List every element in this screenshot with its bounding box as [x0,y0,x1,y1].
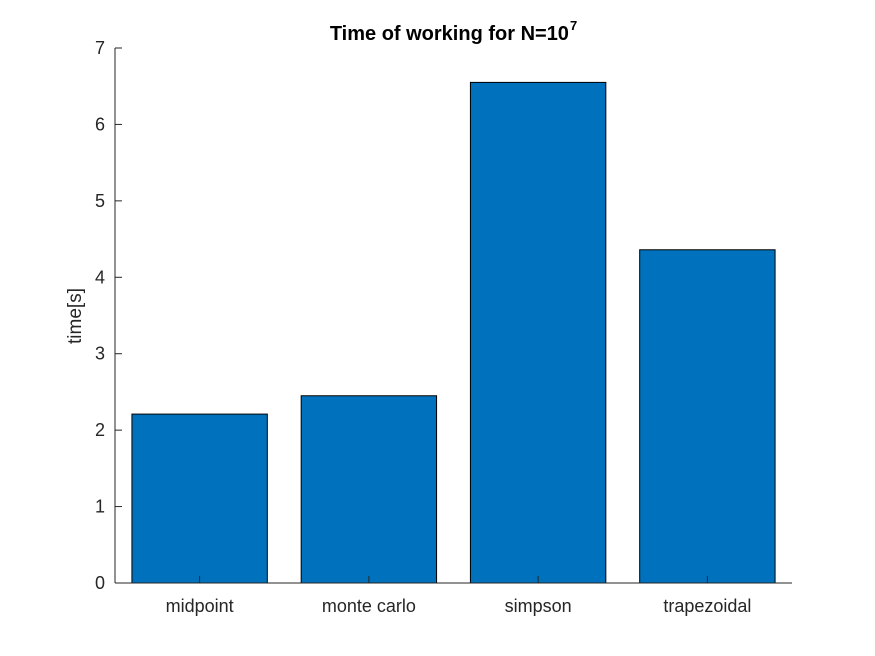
y-tick-label: 1 [95,497,105,517]
y-tick-label: 5 [95,191,105,211]
y-tick-label: 7 [95,38,105,58]
chart-title-text: Time of working for N=10 [330,23,569,45]
bar-midpoint [131,413,268,584]
y-axis-label: time[s] [65,288,86,344]
chart-title: Time of working for N=10 7 [330,18,577,45]
x-tick-label: monte carlo [322,596,416,616]
y-ticks-group: 0 1 2 3 4 5 6 7 [95,38,122,593]
y-tick-label: 0 [95,573,105,593]
x-tick-label: trapezoidal [663,596,751,616]
axes-group [114,48,792,584]
bar-trapezoidal [639,249,776,584]
y-tick-label: 3 [95,344,105,364]
y-tick-label: 4 [95,267,105,287]
bar-monte-carlo [300,395,438,584]
x-tick-label: midpoint [166,596,234,616]
bar-simpson [469,81,607,584]
y-tick-label: 6 [95,114,105,134]
bars-group [131,81,776,584]
x-ticks-group: midpoint monte carlo simpson trapezoidal [166,576,751,616]
x-tick-label: simpson [505,596,572,616]
chart-title-superscript: 7 [570,18,577,33]
y-tick-label: 2 [95,420,105,440]
